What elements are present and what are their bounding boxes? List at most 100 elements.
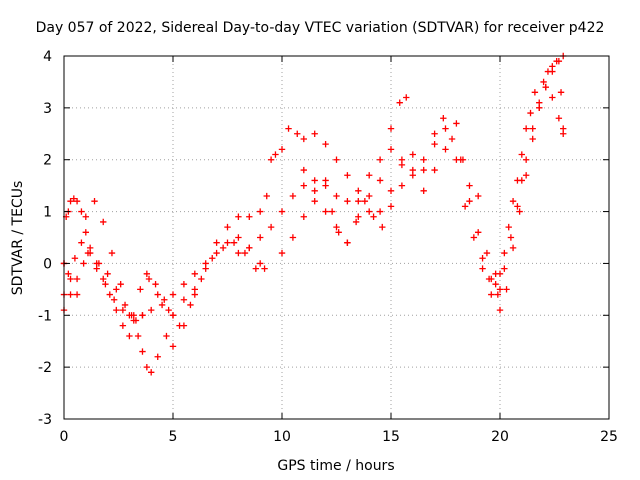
data-point [279, 250, 285, 256]
data-point [322, 177, 328, 183]
plot-frame [64, 56, 609, 419]
data-point [312, 198, 318, 204]
data-point [235, 250, 241, 256]
data-point [471, 234, 477, 240]
data-point [80, 260, 86, 266]
data-point [333, 157, 339, 163]
y-tick-label: 4 [43, 49, 52, 65]
data-point [440, 115, 446, 121]
data-point [148, 369, 154, 375]
data-point [67, 291, 73, 297]
data-point [519, 177, 525, 183]
data-point [235, 234, 241, 240]
data-point [421, 157, 427, 163]
data-point [377, 157, 383, 163]
data-point [475, 193, 481, 199]
grid-layer [64, 56, 609, 419]
data-point [253, 265, 259, 271]
data-point [479, 265, 485, 271]
data-point [410, 172, 416, 178]
data-point [83, 214, 89, 220]
data-point [333, 193, 339, 199]
data-point [466, 182, 472, 188]
data-point [301, 214, 307, 220]
data-point [113, 307, 119, 313]
data-point [301, 167, 307, 173]
data-point [301, 182, 307, 188]
data-point [104, 271, 110, 277]
data-point [366, 193, 372, 199]
data-point [246, 214, 252, 220]
data-point [72, 255, 78, 261]
data-point [290, 234, 296, 240]
data-point [246, 245, 252, 251]
data-point [181, 297, 187, 303]
data-point [431, 167, 437, 173]
data-point [510, 198, 516, 204]
data-point [235, 214, 241, 220]
data-point [510, 245, 516, 251]
data-point [170, 343, 176, 349]
data-point [362, 198, 368, 204]
data-point [479, 255, 485, 261]
data-point [421, 167, 427, 173]
data-point [449, 136, 455, 142]
data-point [152, 281, 158, 287]
y-tick-label: -3 [38, 412, 52, 428]
data-point [111, 297, 117, 303]
x-axis-label: GPS time / hours [277, 458, 394, 474]
data-point [74, 291, 80, 297]
data-point [290, 193, 296, 199]
data-point [329, 208, 335, 214]
x-tick-label: 0 [60, 429, 69, 445]
data-marks [61, 53, 567, 376]
y-tick-label: 0 [43, 256, 52, 272]
data-point [453, 120, 459, 126]
data-point [442, 125, 448, 131]
data-point [530, 125, 536, 131]
data-point [170, 312, 176, 318]
series-track-7 [279, 120, 503, 292]
data-point [148, 307, 154, 313]
data-point [523, 172, 529, 178]
data-point [536, 105, 542, 111]
data-point [301, 136, 307, 142]
data-point [388, 188, 394, 194]
data-point [155, 291, 161, 297]
data-point [144, 364, 150, 370]
data-point [137, 286, 143, 292]
data-point [344, 198, 350, 204]
data-point [501, 265, 507, 271]
x-tick-label: 5 [169, 429, 178, 445]
series-track-2 [61, 195, 176, 339]
data-point [117, 281, 123, 287]
x-tick-label: 10 [273, 429, 291, 445]
data-point [527, 110, 533, 116]
data-point [187, 302, 193, 308]
data-point [519, 151, 525, 157]
data-point [285, 125, 291, 131]
data-point [322, 141, 328, 147]
data-point [475, 229, 481, 235]
data-point [242, 250, 248, 256]
data-point [139, 348, 145, 354]
data-point [442, 146, 448, 152]
data-point [431, 141, 437, 147]
data-point [453, 157, 459, 163]
data-point [213, 239, 219, 245]
data-point [279, 146, 285, 152]
data-point [497, 271, 503, 277]
data-point [107, 291, 113, 297]
data-point [135, 333, 141, 339]
data-point [462, 203, 468, 209]
data-point [388, 146, 394, 152]
data-point [312, 188, 318, 194]
data-point [388, 203, 394, 209]
y-tick-label: 1 [43, 205, 52, 221]
data-point [120, 322, 126, 328]
data-point [113, 286, 119, 292]
series-track-6 [235, 115, 481, 256]
data-point [492, 281, 498, 287]
data-point [78, 208, 84, 214]
data-point [91, 198, 97, 204]
